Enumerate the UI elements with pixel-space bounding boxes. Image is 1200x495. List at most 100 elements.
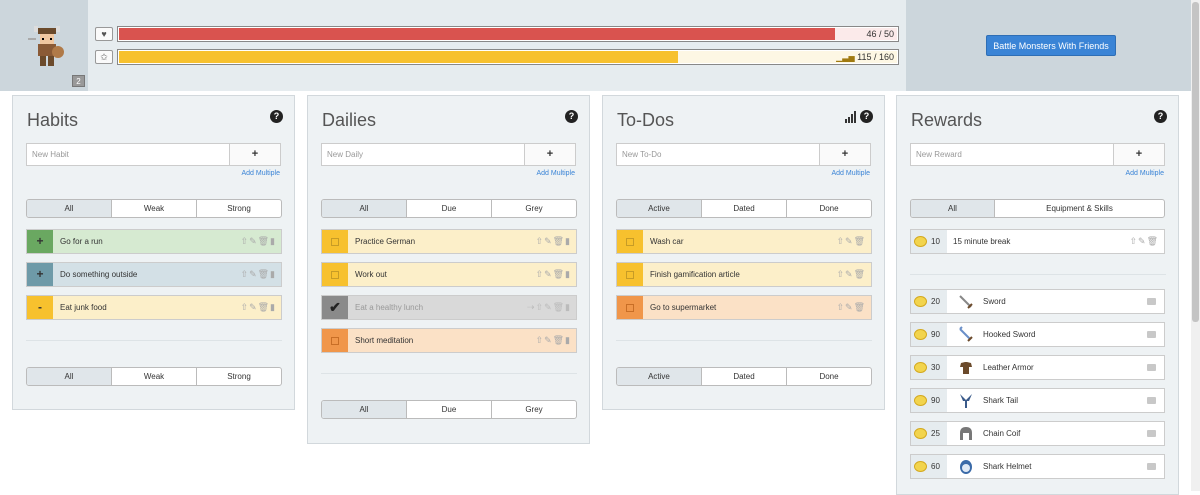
avatar[interactable]: 2 [0, 0, 88, 91]
add-habit-button[interactable]: + [229, 143, 281, 166]
buy-button[interactable]: 25 [911, 422, 947, 445]
todo-checkbox[interactable] [617, 230, 643, 253]
shop-item[interactable]: 60 Shark Helmet [910, 454, 1165, 479]
plus-button[interactable]: + [27, 230, 53, 253]
task-actions-icons[interactable]: ⇢⇧✎🗑▮ [526, 302, 571, 312]
buy-button[interactable]: 30 [911, 356, 947, 379]
task-actions-icons[interactable]: ⇧✎🗑▮ [535, 236, 571, 246]
habit-text[interactable]: Eat junk food [60, 303, 107, 312]
tab-all[interactable]: All [911, 200, 995, 217]
add-reward-button[interactable]: + [1113, 143, 1165, 166]
signal-icon[interactable] [845, 111, 857, 123]
battle-monsters-button[interactable]: Battle Monsters With Friends [986, 35, 1116, 56]
tab-active[interactable]: Active [617, 368, 702, 385]
habit-text[interactable]: Go for a run [60, 237, 103, 246]
shop-item[interactable]: 20 Sword [910, 289, 1165, 314]
comment-icon[interactable] [1147, 331, 1156, 338]
daily-item[interactable]: Practice German ⇧✎🗑▮ [321, 229, 577, 254]
new-habit-input[interactable]: New Habit [26, 143, 230, 166]
comment-icon[interactable] [1147, 298, 1156, 305]
daily-text[interactable]: Practice German [355, 237, 416, 246]
task-actions-icons[interactable]: ⇧✎🗑▮ [240, 269, 276, 279]
new-daily-input[interactable]: New Daily [321, 143, 525, 166]
daily-text[interactable]: Work out [355, 270, 387, 279]
buy-button[interactable]: 90 [911, 323, 947, 346]
daily-item-completed[interactable]: ✔ Eat a healthy lunch ⇢⇧✎🗑▮ [321, 295, 577, 320]
help-icon[interactable]: ? [270, 110, 283, 123]
add-daily-button[interactable]: + [524, 143, 576, 166]
todo-text[interactable]: Finish gamification article [650, 270, 740, 279]
tab-done[interactable]: Done [819, 372, 839, 381]
checkmark-icon[interactable]: ✔ [322, 296, 348, 319]
comment-icon[interactable] [1147, 430, 1156, 437]
buy-button[interactable]: 60 [911, 455, 947, 478]
help-icon[interactable]: ? [860, 110, 873, 123]
task-actions-icons[interactable]: ⇧✎🗑 [1129, 236, 1159, 246]
reward-text[interactable]: Leather Armor [983, 363, 1034, 372]
comment-icon[interactable] [1147, 463, 1156, 470]
tab-all[interactable]: All [322, 200, 407, 217]
tab-due[interactable]: Due [407, 401, 492, 418]
daily-text[interactable]: Short meditation [355, 336, 414, 345]
tab-dated[interactable]: Dated [702, 200, 787, 217]
tab-equipment-skills[interactable]: Equipment & Skills [1046, 204, 1113, 213]
todo-item[interactable]: Finish gamification article ⇧✎🗑 [616, 262, 872, 287]
daily-checkbox[interactable] [322, 263, 348, 286]
minus-button[interactable]: - [27, 296, 53, 319]
tab-all[interactable]: All [322, 401, 407, 418]
todo-item[interactable]: Wash car ⇧✎🗑 [616, 229, 872, 254]
todo-item[interactable]: Go to supermarket ⇧✎🗑 [616, 295, 872, 320]
daily-checkbox[interactable] [322, 230, 348, 253]
buy-button[interactable]: 10 [911, 230, 947, 253]
add-multiple-link[interactable]: Add Multiple [1125, 170, 1164, 177]
reward-text[interactable]: Hooked Sword [983, 330, 1036, 339]
task-actions-icons[interactable]: ⇧✎🗑▮ [240, 302, 276, 312]
add-multiple-link[interactable]: Add Multiple [536, 170, 575, 177]
reward-text[interactable]: 15 minute break [953, 237, 1011, 246]
task-actions-icons[interactable]: ⇧✎🗑 [836, 269, 866, 279]
todo-text[interactable]: Wash car [650, 237, 684, 246]
tab-dated[interactable]: Dated [702, 368, 787, 385]
habit-item[interactable]: + Do something outside ⇧✎🗑▮ [26, 262, 282, 287]
todo-text[interactable]: Go to supermarket [650, 303, 717, 312]
plus-button[interactable]: + [27, 263, 53, 286]
task-actions-icons[interactable]: ⇧✎🗑▮ [535, 269, 571, 279]
todo-checkbox[interactable] [617, 263, 643, 286]
reward-text[interactable]: Shark Tail [983, 396, 1018, 405]
tab-active[interactable]: Active [617, 200, 702, 217]
todo-checkbox[interactable] [617, 296, 643, 319]
tab-grey[interactable]: Grey [525, 405, 543, 414]
new-todo-input[interactable]: New To-Do [616, 143, 820, 166]
daily-text[interactable]: Eat a healthy lunch [355, 303, 424, 312]
tab-due[interactable]: Due [407, 200, 492, 217]
tab-weak[interactable]: Weak [112, 368, 197, 385]
tab-done[interactable]: Done [819, 204, 839, 213]
scrollbar[interactable] [1191, 0, 1200, 491]
new-reward-input[interactable]: New Reward [910, 143, 1114, 166]
reward-text[interactable]: Chain Coif [983, 429, 1021, 438]
habit-item[interactable]: + Go for a run ⇧✎🗑▮ [26, 229, 282, 254]
tab-grey[interactable]: Grey [525, 204, 543, 213]
buy-button[interactable]: 20 [911, 290, 947, 313]
reward-text[interactable]: Sword [983, 297, 1006, 306]
custom-reward-item[interactable]: 10 15 minute break ⇧✎🗑 [910, 229, 1165, 254]
tab-all[interactable]: All [27, 368, 112, 385]
buy-button[interactable]: 90 [911, 389, 947, 412]
daily-checkbox[interactable] [322, 329, 348, 352]
task-actions-icons[interactable]: ⇧✎🗑▮ [535, 335, 571, 345]
scrollbar-thumb[interactable] [1192, 2, 1199, 322]
help-icon[interactable]: ? [1154, 110, 1167, 123]
tab-strong[interactable]: Strong [227, 204, 251, 213]
add-multiple-link[interactable]: Add Multiple [241, 170, 280, 177]
shop-item[interactable]: 90 Hooked Sword [910, 322, 1165, 347]
help-icon[interactable]: ? [565, 110, 578, 123]
daily-item[interactable]: Work out ⇧✎🗑▮ [321, 262, 577, 287]
reward-text[interactable]: Shark Helmet [983, 462, 1032, 471]
habit-text[interactable]: Do something outside [60, 270, 138, 279]
shop-item[interactable]: 90 Shark Tail [910, 388, 1165, 413]
add-multiple-link[interactable]: Add Multiple [831, 170, 870, 177]
tab-strong[interactable]: Strong [227, 372, 251, 381]
task-actions-icons[interactable]: ⇧✎🗑 [836, 302, 866, 312]
comment-icon[interactable] [1147, 397, 1156, 404]
shop-item[interactable]: 25 Chain Coif [910, 421, 1165, 446]
